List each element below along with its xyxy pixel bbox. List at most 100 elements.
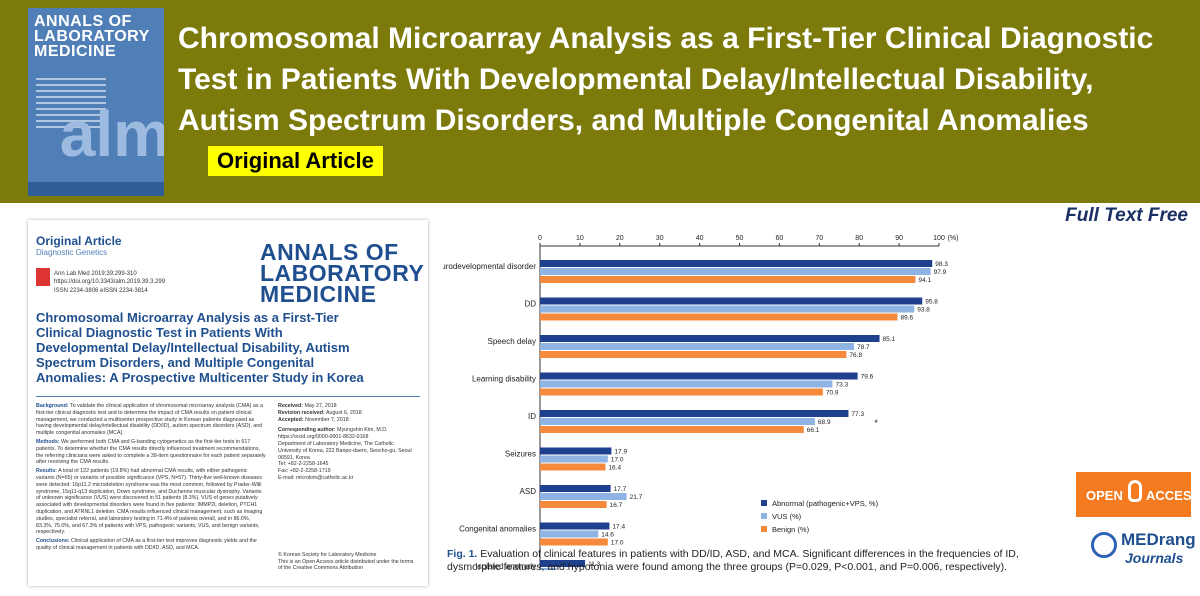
category-label: ID <box>528 412 536 421</box>
bar <box>540 260 933 267</box>
headline-title: Chromosomal Microarray Analysis as a Fir… <box>178 22 1154 137</box>
category-label: Neurodevelopmental disorder <box>443 262 536 271</box>
x-tick-label: 50 <box>736 235 744 242</box>
bar-value-label: 17.9 <box>614 449 627 456</box>
x-tick-label: 100 <box>933 235 945 242</box>
bar <box>540 463 606 471</box>
legend-swatch <box>761 526 767 532</box>
journal-cover: ANNALS OF LABORATORY MEDICINE alm <box>28 8 164 196</box>
bar-value-label: 21.7 <box>630 494 643 501</box>
bar-value-label: 14.6 <box>601 532 614 539</box>
category-label: Speech delay <box>488 337 536 346</box>
category-label: ASD <box>520 487 537 496</box>
crossmark-icon <box>36 268 50 286</box>
open-access-logo[interactable]: OPEN ACCESS <box>1076 472 1200 517</box>
x-tick-label: 10 <box>576 235 584 242</box>
paper-issn: ISSN 2234-3806 eISSN 2234-3814 <box>54 288 148 294</box>
cover-contents-lines <box>36 78 106 132</box>
original-article-badge: Original Article <box>208 146 383 176</box>
bar <box>540 305 915 313</box>
bar <box>540 297 923 305</box>
bar-value-label: 68.9 <box>818 419 831 426</box>
significance-marker: * <box>874 418 878 428</box>
category-label: Congenital anomalies <box>459 524 536 533</box>
bar-value-label: 77.3 <box>851 411 864 418</box>
bar <box>540 560 586 567</box>
paper-first-page[interactable]: Original Article Diagnostic Genetics Ann… <box>28 220 428 586</box>
bar-value-label: 76.8 <box>849 352 862 359</box>
bar <box>540 493 627 500</box>
x-tick-label: 30 <box>656 235 664 242</box>
x-tick-label: 80 <box>855 235 863 242</box>
paper-citation: Ann Lab Med 2019;39:299-310 https://doi.… <box>54 271 166 285</box>
bar <box>540 410 849 417</box>
x-tick-label: 0 <box>538 235 542 242</box>
bar-value-label: 4.2 <box>560 569 569 570</box>
bar <box>540 530 599 538</box>
bar <box>540 380 833 388</box>
bar <box>540 388 823 396</box>
paper-article-info: Received: May 27, 2018 Revision received… <box>278 403 414 572</box>
bar <box>540 276 916 283</box>
bar <box>540 343 855 350</box>
bar <box>540 372 858 380</box>
paper-journal-logo: ANNALS OF LABORATORY MEDICINE <box>260 239 425 307</box>
bar-value-label: 17.4 <box>612 524 625 531</box>
legend-label: VUS (%) <box>772 512 802 521</box>
bar-value-label: 95.8 <box>925 299 938 306</box>
category-label: Seizures <box>505 449 536 458</box>
bar <box>540 268 931 275</box>
category-label: Isolated anomaly <box>476 562 536 570</box>
legend-swatch <box>761 513 767 519</box>
bar-value-label: 79.6 <box>861 374 874 381</box>
cover-footer <box>28 182 164 196</box>
bar-value-label: 85.1 <box>883 336 896 343</box>
bar <box>540 501 607 508</box>
bar-value-label: 98.3 <box>935 261 948 268</box>
open-lock-icon <box>1128 480 1142 502</box>
bar-value-label: 70.9 <box>826 390 839 397</box>
medrang-person-icon <box>1091 532 1117 558</box>
x-tick-label: 70 <box>815 235 823 242</box>
legend-swatch <box>761 500 767 506</box>
bar-value-label: 17.0 <box>611 540 624 547</box>
paper-title: Chromosomal Microarray Analysis as a Fir… <box>36 310 364 385</box>
x-tick-label: 20 <box>616 235 624 242</box>
x-axis-unit: (%) <box>948 235 959 242</box>
paper-subject: Diagnostic Genetics <box>36 248 108 257</box>
x-tick-label: 60 <box>776 235 784 242</box>
bar-value-label: 73.3 <box>835 382 848 389</box>
bar <box>540 447 612 455</box>
bar <box>540 351 847 358</box>
bar <box>540 313 898 321</box>
bar-value-label: 11.3 <box>588 561 601 568</box>
bar-value-label: 66.1 <box>807 427 820 434</box>
bar-value-label: 16.4 <box>608 465 621 472</box>
clinical-features-bar-chart: 0 10 20 30 40 50 60 70 80 90 100(%) Neurodevelopmen… <box>443 235 959 570</box>
bar <box>540 426 804 433</box>
category-label: Learning disability <box>472 374 536 383</box>
paper-divider <box>36 396 420 397</box>
header-banner: ANNALS OF LABORATORY MEDICINE alm Chromo… <box>0 0 1200 203</box>
bar-value-label: 89.6 <box>901 315 914 322</box>
bar <box>540 485 611 492</box>
bar-value-label: 93.8 <box>917 307 930 314</box>
bar <box>540 568 557 570</box>
category-label: DD <box>524 299 536 308</box>
bar <box>540 418 815 425</box>
bar-value-label: 17.0 <box>611 457 624 464</box>
bar-value-label: 94.1 <box>918 277 931 284</box>
figure-caption: Fig. 1. Evaluation of clinical features … <box>447 548 1019 573</box>
cover-monogram: alm <box>59 98 164 170</box>
paper-article-type: Original Article <box>36 234 122 248</box>
x-tick-label: 40 <box>696 235 704 242</box>
full-text-free-label: Full Text Free <box>1065 205 1188 226</box>
medrang-journals-logo[interactable]: MEDrang Journals <box>1091 528 1196 576</box>
bar <box>540 455 608 463</box>
bar-value-label: 16.7 <box>610 502 623 509</box>
paper-abstract: Background: To validate the clinical app… <box>36 403 266 551</box>
bar-value-label: 78.7 <box>857 344 870 351</box>
bar-value-label: 97.9 <box>934 269 947 276</box>
bar <box>540 522 610 530</box>
x-tick-label: 90 <box>895 235 903 242</box>
